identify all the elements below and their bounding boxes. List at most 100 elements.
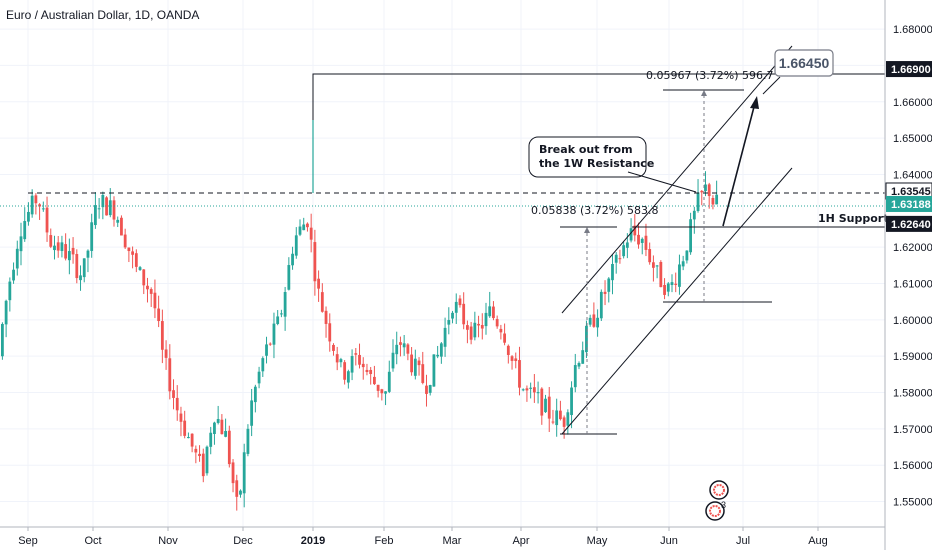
breakout-callout-line2: the 1W Resistance [539,157,654,170]
candle-body [332,344,335,351]
x-tick-label: Apr [512,535,529,547]
candle-body [131,251,134,255]
candle-body [30,195,34,215]
candle-body [175,397,179,411]
candle-body [365,369,369,372]
channel-upper-line[interactable] [561,45,793,314]
candle-body [90,222,94,251]
candle-body [27,211,30,222]
candle-body [265,344,268,356]
analysis-drawings: Break out from the 1W Resistance 0.05967… [0,45,888,435]
candle-body [4,300,8,325]
candle-body [607,278,611,292]
candle-body [469,326,473,340]
event-badges[interactable]: 3 [705,480,729,521]
candle-body [443,327,447,347]
candle-body [525,388,529,391]
candle-body [436,354,440,357]
candle-body [354,353,358,355]
candle-body [581,350,585,364]
candle-body [577,363,581,367]
event-badge-icon[interactable] [705,501,725,521]
target-callout-box[interactable] [774,49,834,77]
projection-arrow[interactable] [722,102,756,227]
candle-body [328,323,332,342]
candle-body [183,420,187,436]
x-tick-label: Oct [84,535,101,547]
candle-body [413,358,417,376]
candle-body [640,238,644,243]
x-tick-label: Jul [736,535,750,547]
candle-body [514,358,518,362]
candle-body [257,371,261,384]
candle-body [56,242,60,251]
candle-body [480,324,484,329]
candle-body [555,410,559,426]
projection-arrowhead [750,96,759,109]
candle-body [82,258,86,278]
event-badge-icon[interactable] [709,480,729,500]
candle-body [153,292,157,309]
candle-body [123,234,127,248]
candle-body [376,384,380,391]
x-tick-label: 2019 [301,535,325,547]
candle-body [157,308,161,322]
candle-body [466,325,469,330]
candle-body [428,385,432,393]
candle-body [648,249,652,263]
candle-body [198,453,201,457]
candle-body [15,248,19,269]
candle-body [116,219,120,223]
candle-body [659,261,663,288]
candle-body [179,413,183,422]
candlestick-series [1,171,719,511]
candle-body [458,298,462,306]
candle-body [309,227,313,240]
candle-body [134,253,138,267]
channel-lower-line[interactable] [561,167,793,435]
candle-body [361,363,365,368]
candle-body [391,352,395,369]
candle-body [287,265,291,290]
candle-body [637,234,640,245]
candle-body [250,400,254,426]
price-axis[interactable]: 1.680001.670001.660001.650001.640001.620… [884,0,932,550]
candle-body [343,362,347,380]
candle-body [562,417,566,427]
candle-body [294,235,298,256]
candle-body [216,419,220,423]
y-tick-label: 1.56000 [893,460,932,472]
candle-body [79,275,82,281]
candle-body [187,437,190,439]
candle-body [86,250,90,258]
candle-body [622,245,626,257]
candle-body [570,387,573,416]
price-tag-box [886,195,932,212]
candle-body [674,283,678,285]
y-tick-label: 1.66000 [893,97,932,109]
candle-body [492,306,495,319]
candle-body [49,235,53,247]
candle-body [213,422,216,434]
time-axis[interactable]: Sep Oct Nov Dec 2019 Feb Mar Apr May Jun Jul Aug [0,526,885,547]
breakout-callout-box[interactable] [528,136,647,178]
candle-body [380,389,384,394]
y-tick-label: 1.60000 [893,315,932,327]
candle-body [324,310,328,324]
x-tick-label: Dec [233,535,253,547]
candle-body [432,354,436,387]
candle-body [53,245,56,251]
price-tag-box [886,215,932,232]
candle-body [644,235,648,250]
candle-body [205,446,209,474]
candle-body [685,250,689,261]
candle-body [573,365,577,388]
candle-body [611,263,614,281]
y-tick-label: 1.57000 [893,424,932,436]
x-tick-label: Sep [18,535,38,547]
candle-body [447,320,451,325]
candle-body [339,359,343,363]
candle-body [692,210,696,220]
candle-body [529,387,533,389]
